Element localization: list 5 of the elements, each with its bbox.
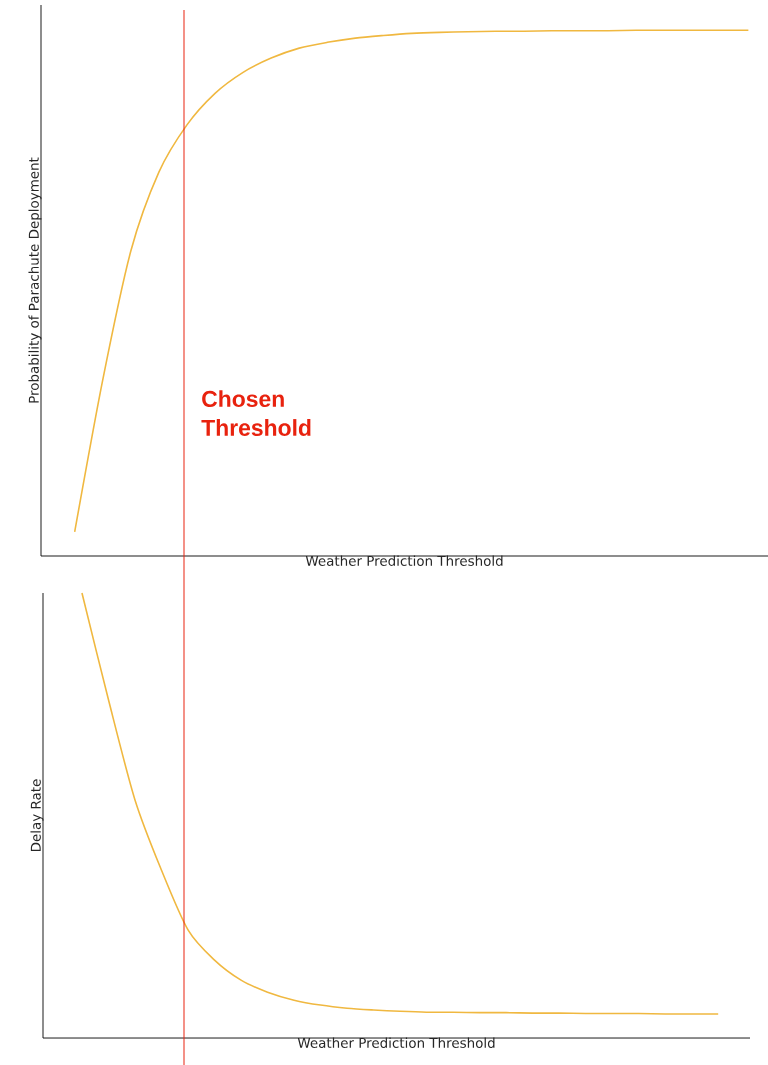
y-axis-title: Delay Rate — [30, 779, 44, 852]
y-axis-title: Probability of Parachute Deployment — [28, 157, 42, 403]
annotation: Chosen Threshold — [201, 390, 311, 436]
x-axis-title: Weather Prediction Threshold — [305, 555, 503, 566]
x-axis-title: Weather Prediction Threshold — [297, 1037, 495, 1048]
